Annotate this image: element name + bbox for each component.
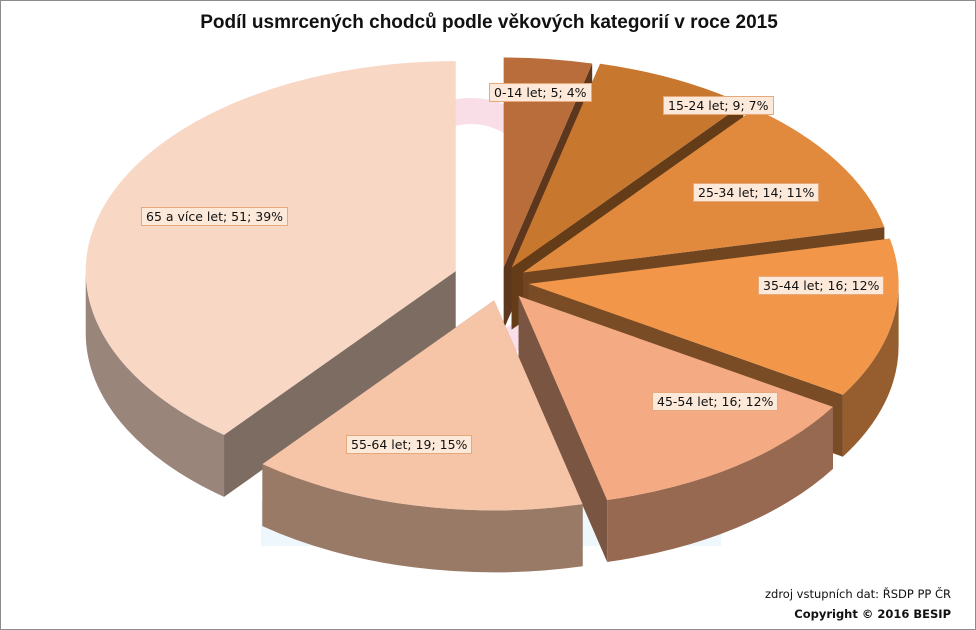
slice-65 a více let <box>85 61 456 435</box>
slice-wall-end-45-54 let <box>518 296 608 562</box>
data-label-0-14 let: 0-14 let; 5; 4% <box>489 83 592 102</box>
chart-title: Podíl usmrcených chodců podle věkových k… <box>200 12 778 33</box>
copyright-note: Copyright © 2016 BESIP <box>794 607 951 621</box>
data-label-45-54 let: 45-54 let; 16; 12% <box>652 392 779 411</box>
source-note: zdroj vstupních dat: ŘSDP PP ČR <box>764 587 951 601</box>
data-label-65 a více let: 65 a více let; 51; 39% <box>141 207 289 226</box>
slice-55-64 let <box>262 300 583 511</box>
data-label-55-64 let: 55-64 let; 19; 15% <box>346 435 473 454</box>
data-label-15-24 let: 15-24 let; 9; 7% <box>663 96 774 115</box>
slice-0-14 let <box>503 57 593 268</box>
slice-side-45-54 let <box>607 406 833 562</box>
data-label-25-34 let: 25-34 let; 14; 11% <box>693 183 820 202</box>
data-label-35-44 let: 35-44 let; 16; 12% <box>758 276 885 295</box>
slice-side-55-64 let <box>262 464 583 573</box>
slice-side-65 a více let <box>85 271 225 497</box>
slice-wall-start-65 a více let <box>224 271 456 497</box>
slice-side-35-44 let <box>842 283 899 457</box>
